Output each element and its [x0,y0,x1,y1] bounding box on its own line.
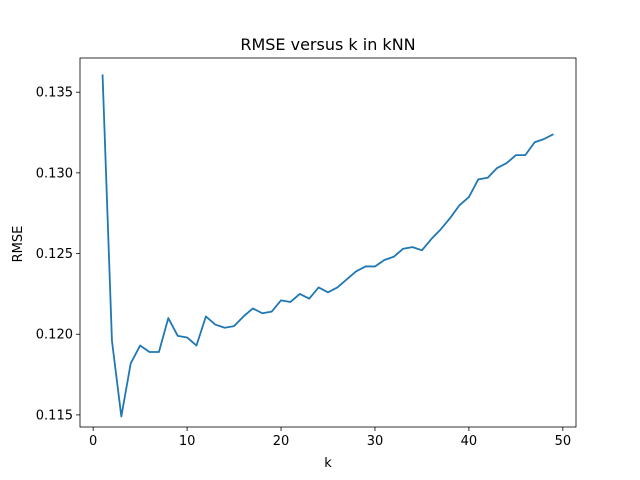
x-tick-label: 40 [461,434,478,449]
plot-area [101,74,554,418]
x-tick-label: 30 [367,434,384,449]
series-line-0 [101,74,554,418]
x-tick-label: 20 [273,434,290,449]
x-axis-title: k [324,456,332,471]
x-tick-label: 0 [89,434,97,449]
y-tick-label: 0.125 [36,247,73,262]
axes-frame [79,57,577,428]
y-tick-label: 0.120 [36,328,73,343]
x-tick-label: 50 [555,434,572,449]
y-tick-label: 0.135 [36,86,73,101]
y-tick-label: 0.130 [36,166,73,181]
axes: 0 10 20 30 40 50 0.115 0.120 0.125 0.130 0.135 [36,57,577,449]
y-axis-title: RMSE [11,226,26,263]
y-tick-label: 0.115 [36,408,73,423]
chart-title: RMSE versus k in kNN [240,35,415,54]
x-tick-label: 10 [179,434,196,449]
